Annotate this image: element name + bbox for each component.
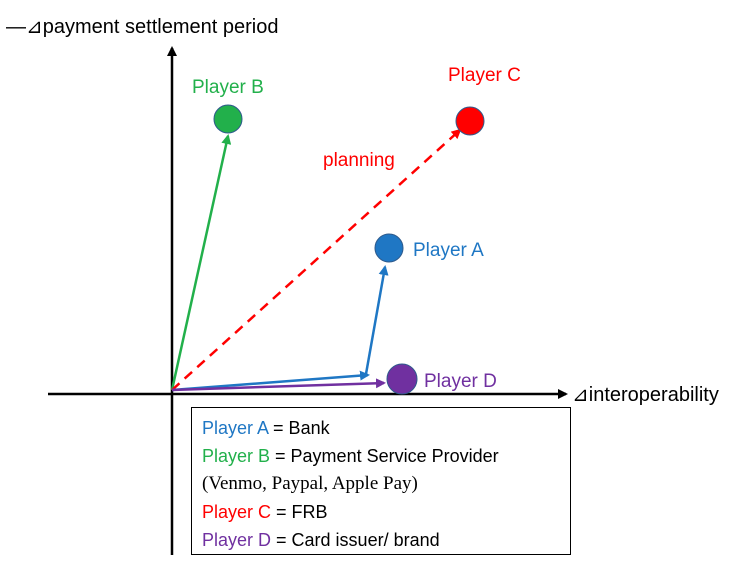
player-c-label: Player C [448,65,521,86]
legend-player-d-desc: = Card issuer/ brand [271,530,440,550]
player-d-dot [386,363,418,395]
legend-player-a-desc: = Bank [268,418,330,438]
planning-label: planning [323,150,395,171]
legend-row-player-c: Player C = FRB [202,498,570,526]
legend-row-player-a: Player A = Bank [202,414,570,442]
legend-row-player-b: Player B = Payment Service Provider [202,442,570,470]
player-a-arrow-segment-2 [364,265,389,375]
legend-row-player-b-examples: (Venmo, Paypal, Apple Pay) [202,470,570,498]
legend-box: Player A = Bank Player B = Payment Servi… [191,407,571,555]
legend-player-d-name: Player D [202,530,272,550]
legend-row-player-d: Player D = Card issuer/ brand [202,526,570,554]
player-d-arrow [171,378,386,392]
player-b-arrow [170,134,232,391]
player-a-arrow-segment-1 [171,370,370,392]
legend-player-b-name: Player B [202,446,271,466]
x-axis-title: ⊿interoperability [572,384,719,406]
legend-player-b-desc: = Payment Service Provider [270,446,499,466]
player-b-label: Player B [192,77,264,98]
player-c-arrow [171,128,462,391]
legend-player-b-examples: (Venmo, Paypal, Apple Pay) [202,473,418,494]
y-axis-title: —⊿payment settlement period [6,16,278,38]
legend-player-c-name: Player C [202,502,272,522]
player-d-label: Player D [424,371,497,392]
player-c-dot [455,106,485,136]
player-a-dot [374,233,404,263]
legend-player-c-desc: = FRB [271,502,328,522]
player-b-dot [213,104,243,134]
legend-player-a-name: Player A [202,418,269,438]
player-a-label: Player A [413,240,484,261]
